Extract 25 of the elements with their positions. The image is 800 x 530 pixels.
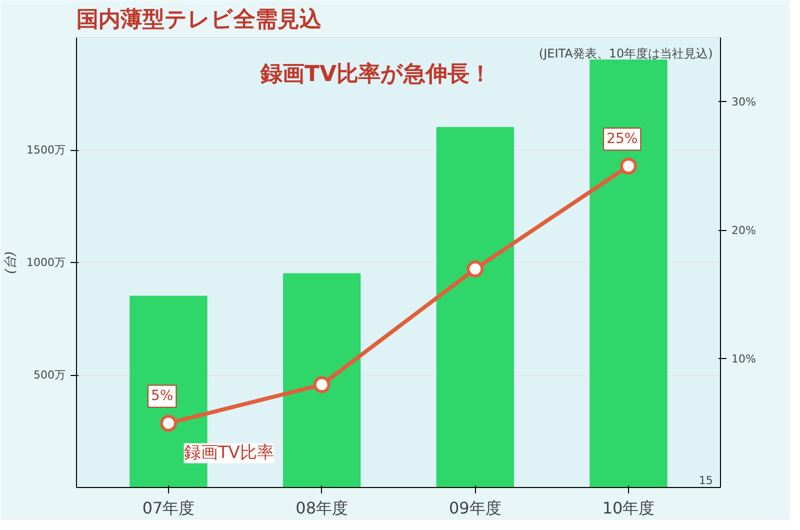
y2-tick-label: 20% bbox=[732, 224, 756, 237]
x-tick-label: 10年度 bbox=[602, 498, 655, 518]
y-axis-title: (台) bbox=[4, 250, 19, 274]
data-label: 5% bbox=[150, 388, 174, 404]
x-tick-label: 08年度 bbox=[296, 498, 348, 518]
x-tick-label: 09年度 bbox=[448, 498, 502, 518]
series-label: 録画TV比率 bbox=[184, 443, 274, 464]
y-tick-label: 1000万 bbox=[26, 256, 66, 269]
point bbox=[466, 260, 484, 278]
annotation: (JEITA発表、10年度は当社見込) bbox=[538, 46, 713, 60]
chart-title: 国内薄型テレビ全需見込 bbox=[76, 8, 322, 32]
y-tick-label: 500万 bbox=[34, 368, 66, 382]
annotation: 録画TV比率が急伸長！ bbox=[260, 61, 492, 87]
bar bbox=[590, 60, 668, 488]
y-tick-label: 1500万 bbox=[26, 144, 66, 156]
y2-tick-label: 10% bbox=[732, 352, 756, 366]
bar bbox=[283, 273, 361, 488]
point bbox=[160, 414, 177, 432]
bar bbox=[436, 127, 514, 488]
data-label: 25% bbox=[606, 131, 638, 148]
x-tick-label: 07年度 bbox=[142, 498, 195, 518]
point bbox=[313, 376, 330, 394]
point bbox=[620, 158, 637, 175]
y2-tick-label: 30% bbox=[732, 95, 756, 108]
annotation: 15 bbox=[698, 474, 713, 488]
